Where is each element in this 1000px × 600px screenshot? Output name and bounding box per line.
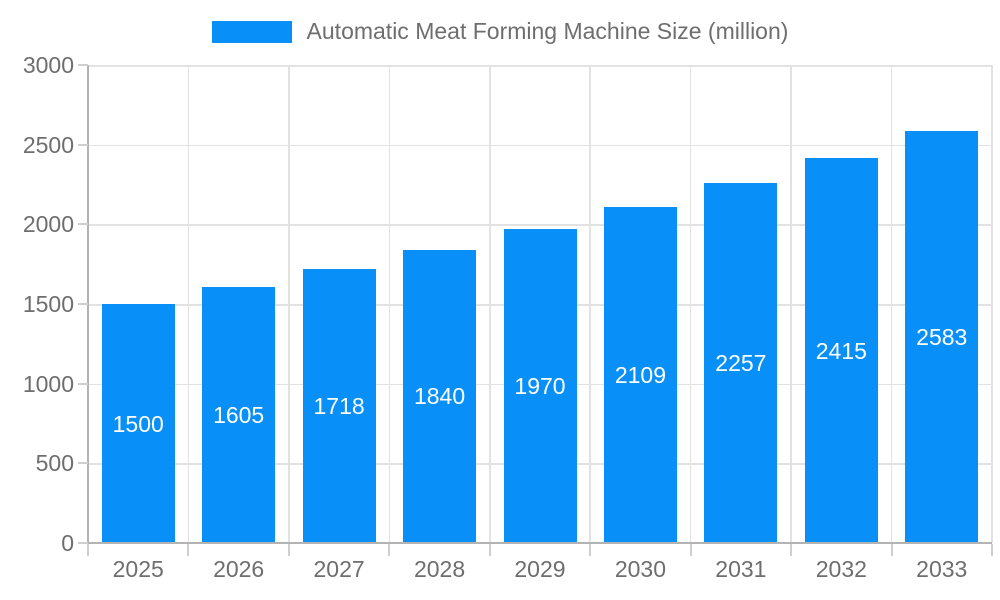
x-tick — [87, 544, 89, 556]
y-tick-label: 2000 — [22, 211, 74, 238]
bar[interactable] — [503, 229, 577, 543]
v-gridline — [991, 65, 993, 543]
y-tick — [78, 303, 88, 305]
y-tick-label: 1500 — [22, 291, 74, 317]
bar[interactable] — [905, 131, 979, 543]
bar-value-label: 2415 — [815, 337, 867, 364]
x-tick-label: 2032 — [815, 556, 867, 582]
h-gridline — [88, 144, 992, 147]
x-tick-label: 2033 — [916, 556, 968, 582]
plot-area: 1500 1605 1718 1840 1970 2109 2257 2415 2583 — [88, 65, 993, 543]
x-tick — [187, 544, 190, 556]
legend-swatch — [211, 20, 292, 43]
x-tick — [388, 544, 391, 556]
v-gridline — [187, 65, 190, 543]
x-tick-label: 2030 — [614, 556, 667, 582]
bar[interactable] — [403, 249, 477, 543]
bar-value-label: 2109 — [614, 361, 667, 388]
bar-value-label: 1718 — [313, 393, 365, 420]
x-tick — [991, 544, 993, 556]
x-axis-line — [80, 542, 992, 544]
y-tick — [78, 223, 88, 226]
legend-label: Automatic Meat Forming Machine Size (mil… — [306, 18, 789, 44]
y-tick-label: 0 — [61, 530, 74, 556]
v-gridline — [489, 65, 491, 543]
bar-value-label: 1605 — [213, 402, 265, 429]
x-tick-label: 2025 — [112, 556, 164, 582]
x-tick — [488, 544, 491, 556]
x-tick — [890, 544, 893, 556]
bar[interactable] — [603, 206, 677, 543]
x-tick-label: 2027 — [313, 556, 365, 582]
y-tick — [78, 382, 88, 385]
h-gridline — [88, 65, 992, 67]
x-tick — [689, 544, 692, 556]
y-tick-label: 500 — [35, 450, 74, 477]
y-tick — [78, 143, 88, 146]
x-tick-label: 2029 — [514, 556, 566, 582]
h-gridline — [88, 224, 992, 226]
y-axis-line — [87, 65, 89, 544]
bar-value-label: 1970 — [514, 373, 566, 400]
v-gridline — [890, 65, 893, 543]
v-gridline — [689, 65, 692, 543]
y-tick-label: 1000 — [22, 370, 74, 397]
y-tick — [78, 64, 88, 66]
x-tick-label: 2028 — [413, 556, 466, 582]
bar[interactable] — [302, 269, 376, 543]
bar-value-label: 1840 — [413, 383, 466, 410]
bar-value-label: 2257 — [715, 350, 767, 377]
bar[interactable] — [804, 158, 878, 543]
v-gridline — [589, 65, 591, 543]
chart-legend[interactable]: Automatic Meat Forming Machine Size (mil… — [0, 18, 1000, 45]
y-tick-label: 2500 — [22, 131, 74, 158]
y-tick-label: 3000 — [22, 52, 74, 78]
bar[interactable] — [202, 287, 276, 543]
v-gridline — [388, 65, 391, 543]
v-gridline — [288, 65, 290, 543]
x-tick — [287, 544, 290, 556]
bar-value-label: 2583 — [916, 324, 968, 351]
x-tick — [790, 544, 793, 556]
x-tick — [589, 544, 592, 556]
v-gridline — [790, 65, 792, 543]
x-tick-label: 2031 — [715, 556, 767, 582]
y-tick — [78, 462, 88, 465]
y-tick — [78, 542, 88, 544]
bar[interactable] — [101, 304, 175, 543]
bar-value-label: 1500 — [112, 410, 164, 437]
bar[interactable] — [704, 183, 778, 543]
x-tick-label: 2026 — [213, 556, 265, 582]
